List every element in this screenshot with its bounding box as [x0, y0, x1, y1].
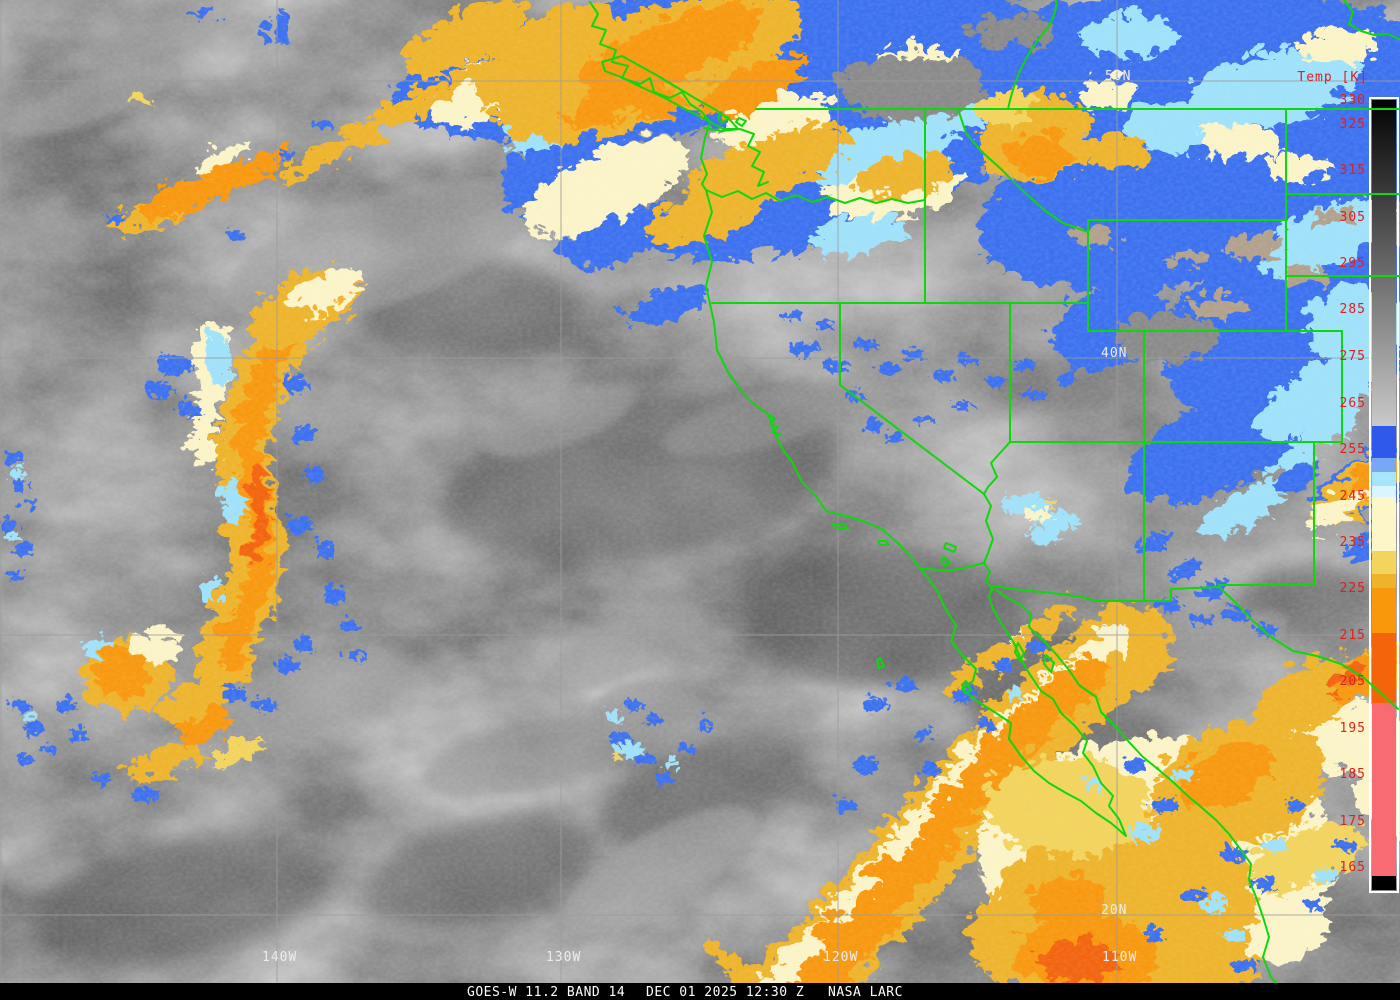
lon-label-140w: 140W [262, 950, 298, 965]
colorbar-tick: 195 [1339, 721, 1366, 736]
satellite-band-label: GOES-W 11.2 BAND 14 [467, 985, 626, 1000]
lon-label-130w: 130W [546, 950, 582, 965]
colorbar-tick: 205 [1339, 674, 1366, 689]
colorbar-tick: 235 [1339, 535, 1366, 550]
lat-label-40n: 40N [1101, 346, 1128, 361]
status-bar: GOES-W 11.2 BAND 14 DEC 01 2025 12:30 Z … [0, 983, 1400, 1000]
colorbar-tick: 185 [1339, 767, 1366, 782]
colorbar-tick: 295 [1339, 256, 1366, 271]
islands [831, 523, 1055, 694]
colorbar-tick: 305 [1339, 210, 1366, 225]
credit-label: NASA LARC [828, 985, 903, 1000]
lon-label-110w: 110W [1102, 950, 1138, 965]
colorbar-tick: 325 [1339, 117, 1366, 132]
colorbar-tick: 315 [1339, 163, 1366, 178]
colorbar-tick: 165 [1339, 860, 1366, 875]
colorbar-tick: 265 [1339, 396, 1366, 411]
colorbar-tick: 225 [1339, 581, 1366, 596]
colorbar-tick: 285 [1339, 302, 1366, 317]
colorbar [1369, 97, 1399, 893]
lon-label-120w: 120W [823, 950, 859, 965]
colorbar-tick: 245 [1339, 489, 1366, 504]
state-borders [705, 0, 1400, 710]
colorbar-tick: 330 [1339, 93, 1366, 108]
colorbar-tick: 175 [1339, 814, 1366, 829]
colorbar-tick: 215 [1339, 628, 1366, 643]
lat-label-30n: 30N [1101, 623, 1128, 638]
colorbar-tick: 255 [1339, 442, 1366, 457]
colorbar-tick: 275 [1339, 349, 1366, 364]
colorbar-title: Temp [K] [1297, 70, 1368, 85]
timestamp-label: DEC 01 2025 12:30 Z [646, 985, 805, 1000]
lat-label-50n: 50N [1105, 69, 1132, 84]
lat-label-20n: 20N [1101, 903, 1128, 918]
vancouver-island [601, 55, 769, 187]
map-borders [589, 0, 1400, 983]
